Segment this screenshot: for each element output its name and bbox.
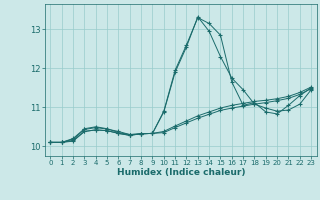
X-axis label: Humidex (Indice chaleur): Humidex (Indice chaleur) [116, 168, 245, 177]
